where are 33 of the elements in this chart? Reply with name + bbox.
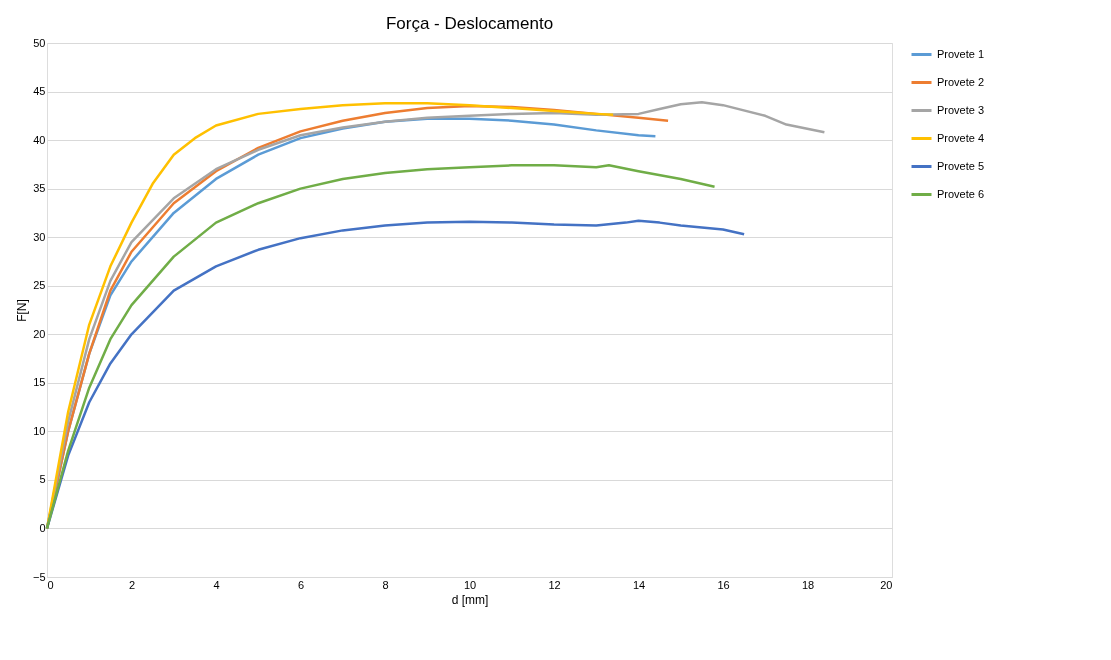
y-tick-label: 5: [39, 473, 46, 486]
y-tick-label: −5: [32, 570, 46, 583]
x-tick-label: 12: [548, 578, 561, 591]
x-tick-label: 16: [717, 578, 730, 591]
legend-label: Provete 1: [937, 47, 985, 60]
y-tick-label: 20: [33, 327, 46, 340]
y-tick-label: 25: [33, 279, 46, 292]
x-tick-label: 14: [632, 578, 646, 591]
x-axis-title: d [mm]: [451, 592, 489, 607]
x-tick-label: 18: [801, 578, 815, 591]
x-tick-label: 10: [463, 578, 477, 591]
x-tick-label: 4: [213, 578, 220, 591]
legend-label: Provete 4: [937, 131, 985, 144]
y-tick-label: 40: [33, 133, 46, 146]
x-tick-label: 20: [880, 578, 893, 591]
line-series: [45, 164, 716, 530]
chart-title: Força - Deslocamento: [385, 14, 554, 33]
x-tick-label: 2: [128, 578, 136, 591]
y-tick-label: 35: [33, 182, 46, 195]
y-tick-label: 10: [33, 424, 46, 437]
y-tick-label: 50: [33, 36, 46, 49]
x-tick-label: 6: [297, 578, 305, 591]
x-tick-label: 0: [47, 578, 54, 591]
y-tick-label: 45: [33, 85, 46, 98]
y-tick-label: 30: [33, 230, 46, 243]
y-axis-title: F[N]: [14, 299, 29, 322]
legend-label: Provete 3: [937, 103, 985, 116]
legend-label: Provete 5: [937, 159, 985, 172]
legend-label: Provete 6: [937, 187, 985, 200]
x-tick-label: 8: [382, 578, 389, 591]
legend-label: Provete 2: [937, 75, 985, 88]
y-tick-label: 15: [33, 376, 46, 389]
y-tick-label: 0: [39, 521, 46, 534]
